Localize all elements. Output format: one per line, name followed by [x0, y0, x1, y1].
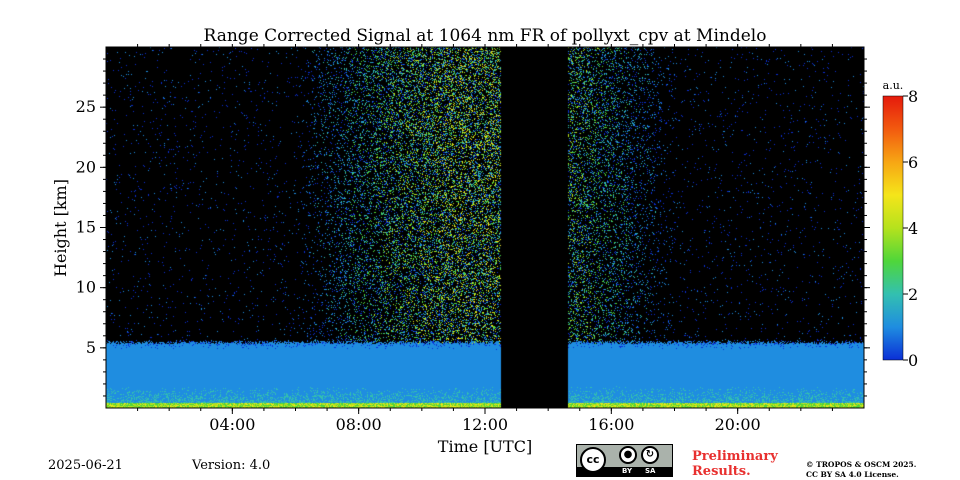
- preliminary-results-note: Preliminary Results.: [692, 449, 778, 479]
- y-tick-label: 25: [76, 97, 96, 116]
- x-tick-label: 20:00: [715, 415, 761, 434]
- person-icon: ●: [619, 446, 637, 464]
- version-label: Version: 4.0: [192, 458, 271, 473]
- date-label: 2025-06-21: [48, 458, 123, 473]
- sa-label: SA: [645, 467, 656, 475]
- signal-heatmap-container: [106, 47, 864, 408]
- cc-license-badge: cc ● ↻ BY SA: [576, 444, 673, 477]
- x-tick-label: 12:00: [462, 415, 508, 434]
- colorbar-tick-label: 0: [908, 351, 918, 370]
- y-tick-label: 10: [76, 278, 96, 297]
- y-tick-label: 15: [76, 218, 96, 237]
- colorbar-tick-label: 8: [908, 87, 918, 106]
- badge-band: [577, 467, 672, 476]
- colorbar-tick-label: 6: [908, 153, 918, 172]
- y-axis: 5 10 15 20 25: [76, 58, 870, 397]
- share-alike-icon: ↻: [641, 446, 659, 464]
- colorbar-tick-label: 2: [908, 285, 918, 304]
- colorbar-tick-label: 4: [908, 219, 918, 238]
- chart-title: Range Corrected Signal at 1064 nm FR of …: [204, 26, 767, 46]
- signal-heatmap: [106, 47, 864, 408]
- colorbar: [882, 95, 904, 361]
- y-tick-label: 20: [76, 157, 96, 176]
- x-tick-label: 08:00: [336, 415, 382, 434]
- copyright-note: © TROPOS & OSCM 2025. CC BY SA 4.0 Licen…: [806, 460, 917, 479]
- colorbar-label: a.u.: [883, 79, 904, 92]
- x-tick-label: 04:00: [209, 415, 255, 434]
- x-tick-label: 16:00: [588, 415, 634, 434]
- x-axis: 04:00 08:00 12:00 16:00 20:00: [137, 44, 833, 434]
- y-tick-label: 5: [86, 338, 96, 357]
- x-axis-label: Time [UTC]: [438, 437, 532, 456]
- by-label: BY: [622, 467, 633, 475]
- y-axis-label: Height [km]: [51, 179, 70, 277]
- colorbar-axis: 0 2 4 6 8: [903, 87, 918, 370]
- cc-icon: cc: [580, 447, 606, 473]
